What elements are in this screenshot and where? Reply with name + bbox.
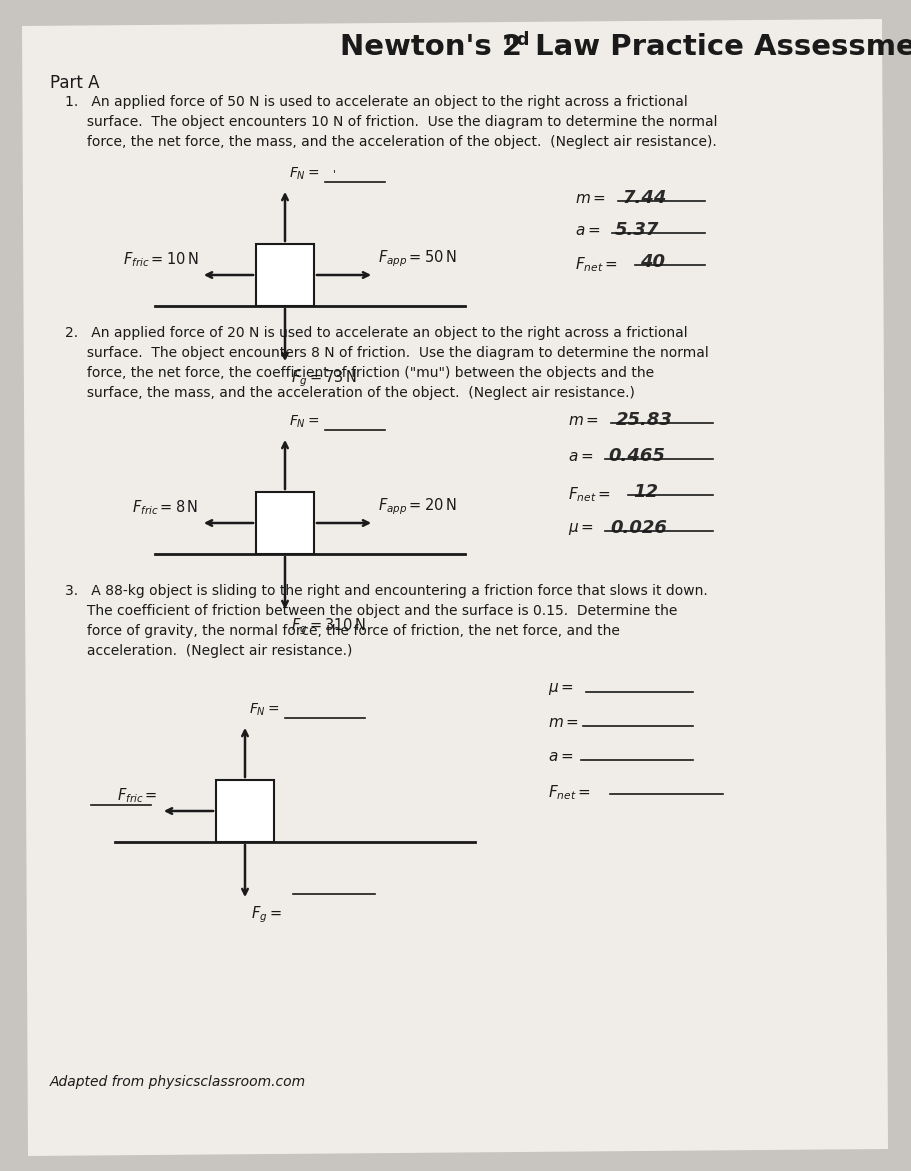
Text: $a =$: $a =$ — [548, 749, 573, 763]
Text: acceleration.  (Neglect air resistance.): acceleration. (Neglect air resistance.) — [65, 644, 353, 658]
Text: 1.   An applied force of 50 N is used to accelerate an object to the right acros: 1. An applied force of 50 N is used to a… — [65, 95, 688, 109]
Text: $m = $: $m = $ — [568, 413, 599, 427]
Text: force, the net force, the coefficient of friction ("mu") between the objects and: force, the net force, the coefficient of… — [65, 367, 654, 381]
Text: 12: 12 — [633, 482, 658, 501]
Text: $m =$: $m =$ — [548, 715, 579, 730]
Text: $m = $: $m = $ — [575, 191, 606, 206]
Text: 40: 40 — [640, 253, 665, 271]
Text: nd: nd — [505, 30, 530, 49]
Text: 3.   A 88-kg object is sliding to the right and encountering a friction force th: 3. A 88-kg object is sliding to the righ… — [65, 584, 708, 598]
Polygon shape — [22, 19, 888, 1156]
Text: surface, the mass, and the acceleration of the object.  (Neglect air resistance.: surface, the mass, and the acceleration … — [65, 386, 635, 400]
Text: surface.  The object encounters 10 N of friction.  Use the diagram to determine : surface. The object encounters 10 N of f… — [65, 115, 718, 129]
Text: The coefficient of friction between the object and the surface is 0.15.  Determi: The coefficient of friction between the … — [65, 604, 678, 618]
Text: $F_N=$: $F_N=$ — [249, 701, 280, 718]
Text: $F_{net} = $: $F_{net} = $ — [575, 255, 618, 274]
Text: $a = $: $a = $ — [575, 222, 600, 238]
Text: 0.026: 0.026 — [610, 519, 667, 537]
Text: $F_g =$: $F_g =$ — [251, 904, 281, 925]
Text: 25.83: 25.83 — [616, 411, 673, 429]
Text: $F_{net} = $: $F_{net} = $ — [568, 485, 611, 504]
Text: $F_{fric} = 8\,\mathrm{N}$: $F_{fric} = 8\,\mathrm{N}$ — [132, 499, 198, 518]
Bar — [216, 780, 274, 842]
Text: $F_N=$: $F_N=$ — [289, 413, 320, 430]
Text: $F_{app} = 50\,\mathrm{N}$: $F_{app} = 50\,\mathrm{N}$ — [378, 248, 456, 269]
Text: Part A: Part A — [50, 74, 99, 93]
Text: Law Practice Assessment: Law Practice Assessment — [525, 33, 911, 61]
Text: 0.465: 0.465 — [608, 447, 665, 465]
Bar — [256, 244, 314, 306]
Text: $a = $: $a = $ — [568, 448, 593, 464]
Text: $F_N=$: $F_N=$ — [289, 165, 320, 182]
Text: 7.44: 7.44 — [623, 189, 668, 207]
Text: $F_g = 310\,\mathrm{N}$: $F_g = 310\,\mathrm{N}$ — [291, 616, 366, 637]
Text: $F_g = 73\,\mathrm{N}$: $F_g = 73\,\mathrm{N}$ — [291, 368, 357, 389]
Text: Adapted from physicsclassroom.com: Adapted from physicsclassroom.com — [50, 1075, 306, 1089]
Text: force, the net force, the mass, and the acceleration of the object.  (Neglect ai: force, the net force, the mass, and the … — [65, 135, 717, 149]
Text: 2.   An applied force of 20 N is used to accelerate an object to the right acros: 2. An applied force of 20 N is used to a… — [65, 326, 688, 340]
Text: Newton's 2: Newton's 2 — [340, 33, 522, 61]
Text: $F_{fric} = 10\,\mathrm{N}$: $F_{fric} = 10\,\mathrm{N}$ — [122, 251, 198, 269]
Text: 5.37: 5.37 — [615, 221, 660, 239]
Text: surface.  The object encounters 8 N of friction.  Use the diagram to determine t: surface. The object encounters 8 N of fr… — [65, 345, 709, 359]
Text: $\mu =$: $\mu =$ — [548, 682, 574, 697]
Text: ': ' — [333, 169, 336, 179]
Text: $\mu = $: $\mu = $ — [568, 521, 594, 537]
Text: $F_{fric} =$: $F_{fric} =$ — [118, 786, 158, 804]
Text: $F_{app} = 20\,\mathrm{N}$: $F_{app} = 20\,\mathrm{N}$ — [378, 497, 456, 518]
Text: force of gravity, the normal force, the force of friction, the net force, and th: force of gravity, the normal force, the … — [65, 624, 619, 638]
Bar — [256, 492, 314, 554]
Text: $F_{net} =$: $F_{net} =$ — [548, 783, 591, 802]
